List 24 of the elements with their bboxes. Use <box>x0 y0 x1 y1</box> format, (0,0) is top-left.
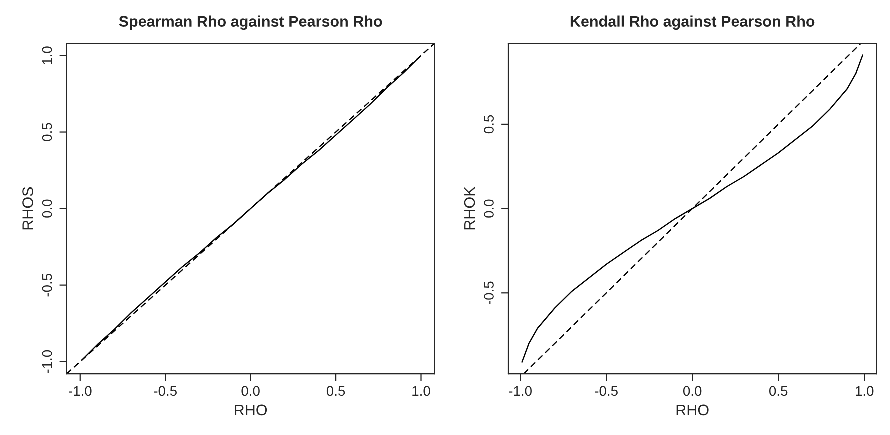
x-tick-label: 1.0 <box>412 386 430 396</box>
y-tick-label: -1.0 <box>42 350 52 374</box>
y-tick-label: 0.5 <box>42 123 52 142</box>
chart-title: Spearman Rho against Pearson Rho <box>119 16 382 30</box>
y-axis-title: RHOK <box>464 186 476 230</box>
x-tick-label: -0.5 <box>154 386 177 396</box>
x-tick-label: 0.0 <box>242 386 260 396</box>
y-tick-label: 0.0 <box>484 200 494 218</box>
x-tick-label: 1.0 <box>856 386 874 396</box>
x-tick-label: -0.5 <box>595 386 618 396</box>
y-tick-label: -0.5 <box>484 282 494 304</box>
x-tick-label: -1.0 <box>69 386 92 396</box>
x-tick-label: 0.0 <box>683 386 702 396</box>
x-tick-label: 0.5 <box>326 386 346 396</box>
x-axis-title: RHO <box>676 404 709 416</box>
y-tick-label: 0.0 <box>42 200 52 218</box>
y-tick-label: 0.5 <box>484 115 494 134</box>
x-tick-label: -1.0 <box>509 386 532 396</box>
x-axis-title: RHO <box>235 404 268 416</box>
chart-title: Kendall Rho against Pearson Rho <box>570 16 815 30</box>
y-tick-label: 1.0 <box>42 46 52 64</box>
y-tick-label: -0.5 <box>42 274 52 297</box>
x-tick-label: 0.5 <box>769 386 788 396</box>
y-axis-title: RHOS <box>22 187 34 230</box>
